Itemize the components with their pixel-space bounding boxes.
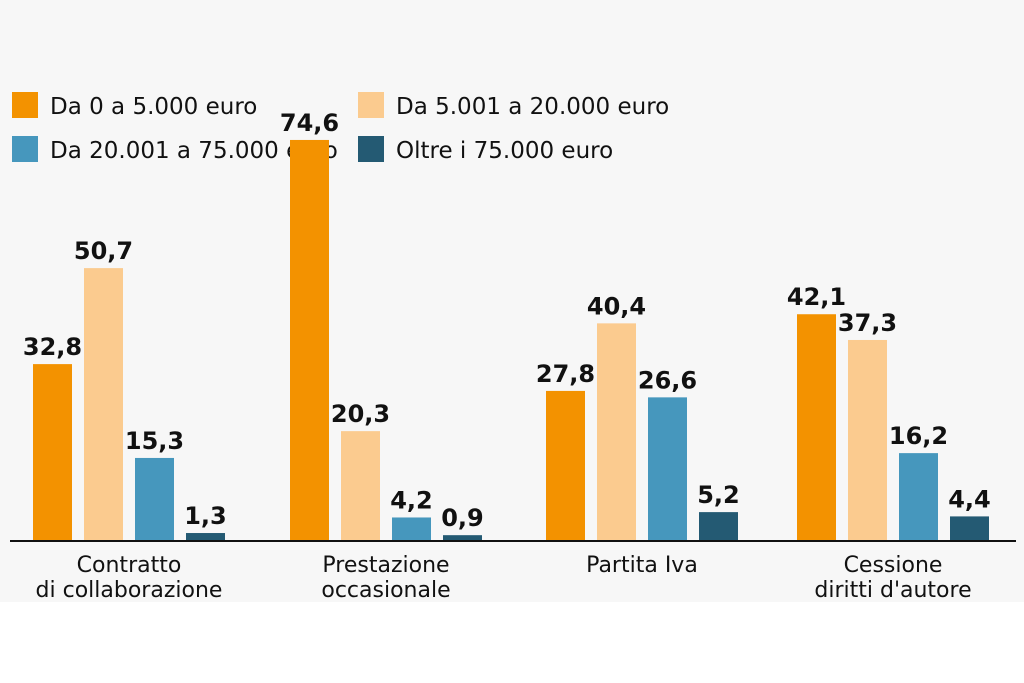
- bar-1-4: [186, 533, 225, 540]
- value-label-3-2: 40,4: [587, 292, 646, 320]
- legend-swatch-1: [12, 92, 38, 118]
- value-label-2-4: 0,9: [441, 504, 484, 532]
- value-label-4-4: 4,4: [948, 485, 991, 513]
- value-label-4-2: 37,3: [838, 309, 897, 337]
- category-label-1-line-1: Contratto: [77, 553, 182, 578]
- bar-4-1: [797, 314, 836, 540]
- bar-2-2: [341, 431, 380, 540]
- bar-3-2: [597, 323, 636, 540]
- value-label-4-1: 42,1: [787, 283, 846, 311]
- value-label-4-3: 16,2: [889, 422, 948, 450]
- bar-2-1: [290, 139, 329, 540]
- value-label-1-2: 50,7: [74, 237, 133, 265]
- category-label-4-line-2: diritti d'autore: [814, 578, 971, 603]
- bar-1-1: [33, 364, 72, 540]
- bottom-band: [0, 602, 1024, 683]
- legend-label-4: Oltre i 75.000 euro: [396, 138, 613, 164]
- legend-swatch-4: [358, 136, 384, 162]
- value-label-1-3: 15,3: [125, 427, 184, 455]
- bar-4-4: [950, 516, 989, 540]
- bar-4-3: [899, 453, 938, 540]
- bar-3-1: [546, 390, 585, 540]
- bar-2-4: [443, 535, 482, 540]
- bars: [33, 139, 989, 540]
- bar-1-2: [84, 268, 123, 540]
- legend-swatch-2: [358, 92, 384, 118]
- value-label-1-4: 1,3: [184, 502, 227, 530]
- bar-4-2: [848, 339, 887, 540]
- legend: Da 0 a 5.000 euro Da 5.001 a 20.000 euro D…: [12, 92, 669, 164]
- bar-3-4: [699, 512, 738, 540]
- value-label-1-1: 32,8: [23, 333, 82, 361]
- category-label-4-line-1: Cessione: [844, 553, 943, 578]
- bar-2-3: [392, 517, 431, 540]
- category-label-1-line-2: di collaborazione: [36, 578, 223, 603]
- category-label-2-line-1: Prestazione: [322, 553, 449, 578]
- legend-label-1: Da 0 a 5.000 euro: [50, 94, 257, 120]
- legend-swatch-3: [12, 136, 38, 162]
- category-label-2-line-2: occasionale: [321, 578, 450, 603]
- legend-label-3: Da 20.001 a 75.000 euro: [50, 138, 338, 164]
- value-label-2-2: 20,3: [331, 400, 390, 428]
- bar-3-3: [648, 397, 687, 540]
- value-label-2-1: 74,6: [280, 109, 339, 137]
- value-label-3-1: 27,8: [536, 360, 595, 388]
- category-label-3-line-1: Partita Iva: [586, 553, 698, 578]
- bar-1-3: [135, 457, 174, 540]
- value-label-3-4: 5,2: [697, 481, 740, 509]
- value-label-2-3: 4,2: [390, 486, 433, 514]
- legend-label-2: Da 5.001 a 20.000 euro: [396, 94, 669, 120]
- value-label-3-3: 26,6: [638, 366, 697, 394]
